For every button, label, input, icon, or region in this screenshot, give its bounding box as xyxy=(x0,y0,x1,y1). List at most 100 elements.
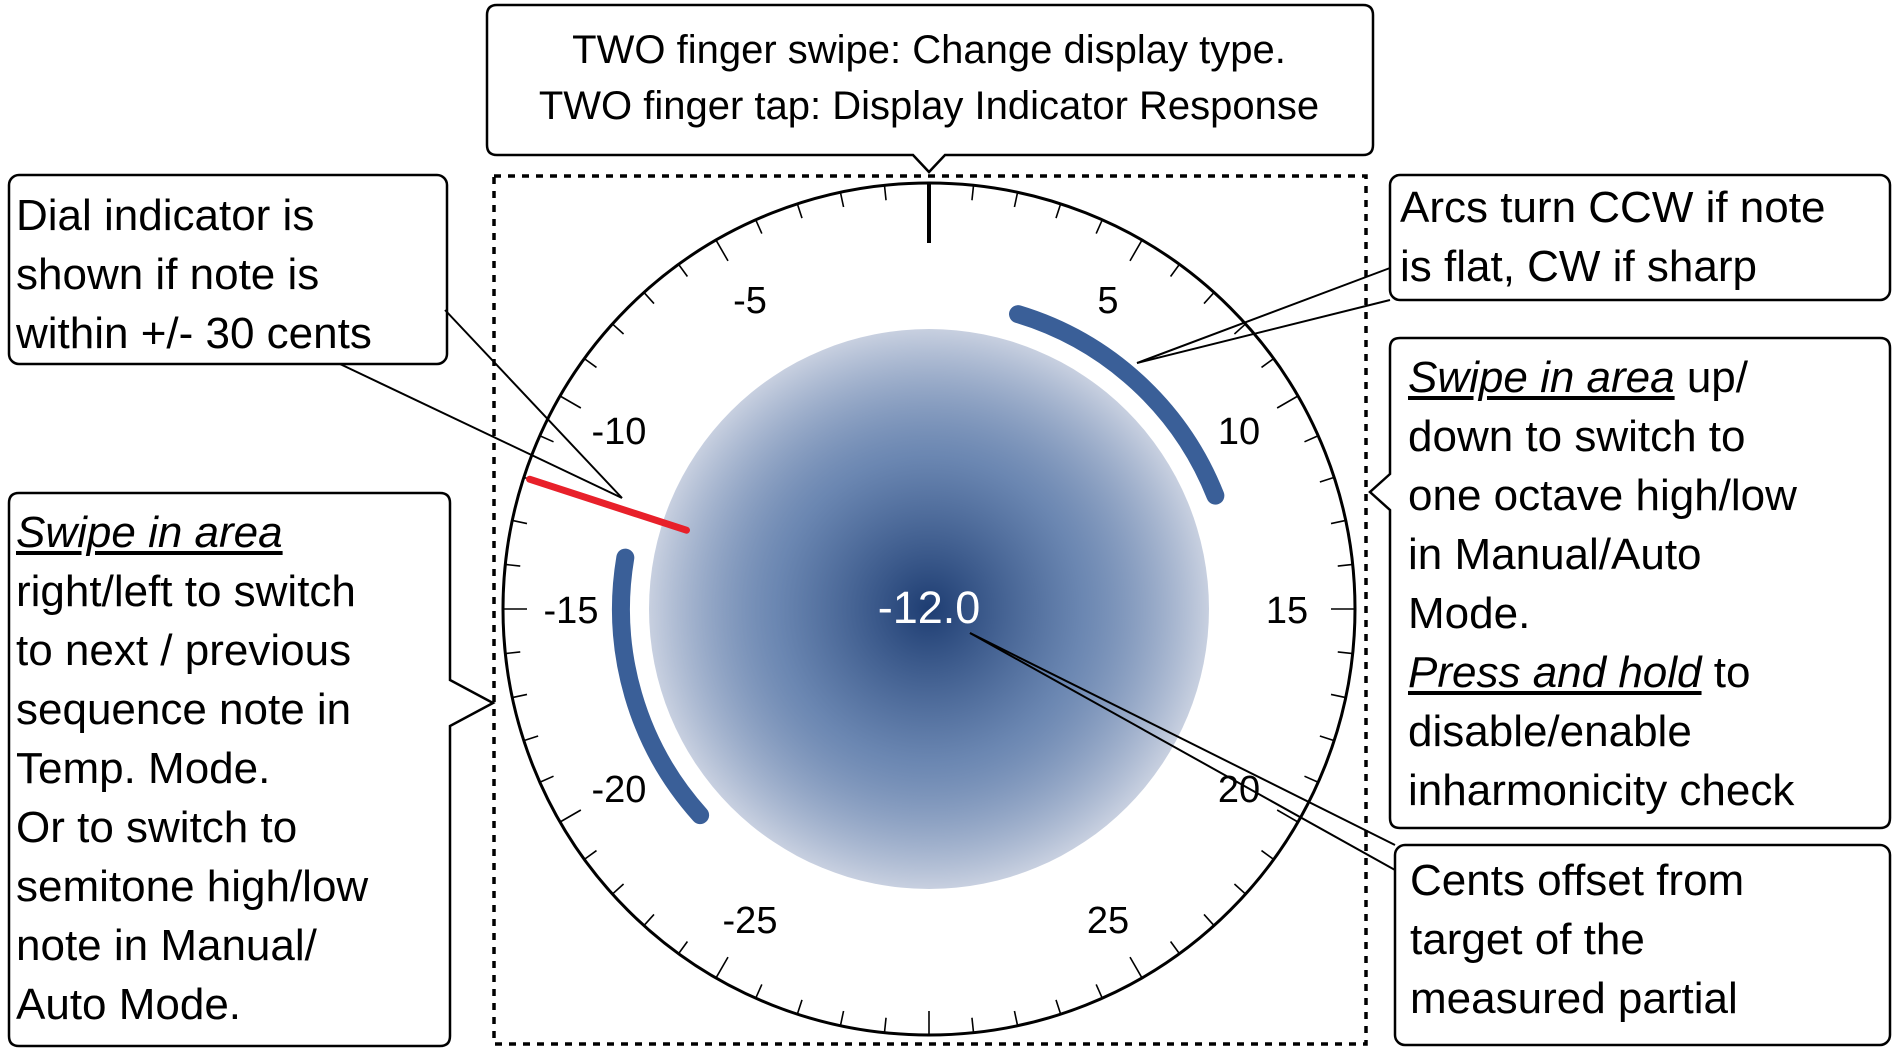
dial-tick xyxy=(796,999,803,1015)
dial-indicator-callout-box xyxy=(7,173,449,366)
gesture-help-line-2: TWO finger tap: Display Indicator Respon… xyxy=(538,84,1320,128)
dial-tick xyxy=(754,984,763,999)
dial-tick xyxy=(505,563,521,567)
dial-tick-label: -10 xyxy=(592,411,647,453)
dial-tick xyxy=(754,219,763,234)
dial-tick-label: -5 xyxy=(733,280,767,322)
dial-tick xyxy=(1055,999,1062,1015)
cents-offset-callout-box xyxy=(1393,843,1892,1047)
help-line: Mode. xyxy=(1408,589,1531,638)
help-line: Dial indicator is xyxy=(16,191,315,240)
arcs-help: Arcs turn CCW if note is flat, CW if sha… xyxy=(1400,178,1825,296)
dial-tick xyxy=(883,185,887,201)
dial-tick xyxy=(1203,913,1215,927)
dial-tick xyxy=(643,291,655,305)
swipe-phrase: Swipe in area xyxy=(1408,353,1675,402)
dial-tick xyxy=(839,1010,845,1026)
dial-tick xyxy=(1337,563,1353,567)
reading-leader-a xyxy=(969,632,1396,846)
help-line: Temp. Mode. xyxy=(16,744,271,793)
help-line: target of the xyxy=(1410,915,1645,964)
reading-leader-b xyxy=(969,632,1396,871)
help-line: sequence note in xyxy=(16,685,352,734)
rotating-arc xyxy=(1009,305,1225,505)
dial-tick-label: -25 xyxy=(723,900,778,942)
help-line: is flat, CW if sharp xyxy=(1400,242,1757,291)
dial-tick-label: 25 xyxy=(1087,900,1129,942)
dial-tick xyxy=(715,956,729,979)
dial-tick xyxy=(1203,291,1215,305)
help-line: Cents offset from xyxy=(1410,856,1745,905)
dial-tick xyxy=(611,323,625,335)
help-text: up/ xyxy=(1674,353,1748,402)
dial-tick xyxy=(1261,357,1275,369)
dial-tick xyxy=(512,693,528,699)
help-line: measured partial xyxy=(1410,974,1738,1023)
cents-offset-help: Cents offset from target of the measured… xyxy=(1410,851,1744,1028)
dial-tick xyxy=(1013,1010,1019,1026)
dial-tick xyxy=(677,263,689,277)
dial-tick xyxy=(1304,434,1319,443)
dial-tick xyxy=(1304,775,1319,784)
needle-leader-a xyxy=(339,363,623,499)
help-line: Swipe in area up/ xyxy=(1408,348,1797,407)
dial-tick xyxy=(611,883,625,895)
dial-tick xyxy=(1330,693,1346,699)
vertical-swipe-help: Swipe in area up/ down to switch to one … xyxy=(1408,348,1797,820)
help-line: to next / previous xyxy=(16,626,352,675)
gesture-help-line-1: TWO finger swipe: Change display type. xyxy=(572,28,1286,72)
dial-tick xyxy=(1319,735,1335,742)
horizontal-swipe-callout-box xyxy=(7,491,496,1048)
horizontal-swipe-help: Swipe in area right/left to switch to ne… xyxy=(16,503,368,1034)
top-callout-box xyxy=(485,3,1375,174)
dial-tick xyxy=(971,1017,975,1033)
rotating-arcs xyxy=(612,305,1225,825)
dial-tick xyxy=(1013,192,1019,208)
dial-indicator-needle xyxy=(526,475,690,534)
help-line: right/left to switch xyxy=(16,567,356,616)
press-phrase: Press and hold xyxy=(1408,648,1702,697)
dial-tick xyxy=(1233,883,1247,895)
dial-tick xyxy=(796,203,803,219)
help-line: note in Manual/ xyxy=(16,921,317,970)
dial-tick xyxy=(1129,956,1143,979)
dial-tick-label: 5 xyxy=(1097,280,1118,322)
dial-tick xyxy=(1233,323,1247,335)
dial-tick xyxy=(1095,219,1104,234)
help-line: Press and hold to xyxy=(1408,643,1797,702)
dial-tick xyxy=(1337,651,1353,655)
dial-tick-label: 15 xyxy=(1266,590,1308,632)
dial-tick xyxy=(715,239,729,262)
arc-leader-a xyxy=(1136,267,1391,364)
dial-tick xyxy=(1261,849,1275,861)
needle-leader-b xyxy=(444,309,623,499)
arcs-callout-box xyxy=(1388,173,1892,302)
help-text: to xyxy=(1701,648,1751,697)
dial-tick xyxy=(559,809,582,823)
dial-tick xyxy=(883,1017,887,1033)
help-line: one octave high/low xyxy=(1408,471,1797,520)
dial-tick xyxy=(1330,519,1346,525)
help-line: down to switch to xyxy=(1408,412,1746,461)
vertical-swipe-callout-box xyxy=(1368,336,1892,830)
arc-leader-b xyxy=(1136,299,1391,364)
dial-tick xyxy=(539,775,554,784)
dial-tick xyxy=(583,357,597,369)
dial-tick xyxy=(1319,476,1335,483)
dial-tick-label: -15 xyxy=(544,590,599,632)
swipe-phrase: Swipe in area xyxy=(16,508,283,557)
dial-tick xyxy=(677,941,689,955)
help-line: shown if note is xyxy=(16,250,320,299)
dial-tick xyxy=(539,434,554,443)
help-line: Swipe in area xyxy=(16,503,368,562)
dial-tick xyxy=(1129,239,1143,262)
dial-tick-label: -20 xyxy=(592,769,647,811)
dial-tick xyxy=(512,519,528,525)
cents-reading: -12.0 xyxy=(878,582,981,633)
help-line: in Manual/Auto xyxy=(1408,530,1702,579)
dial-tick xyxy=(1169,941,1181,955)
swipe-area[interactable] xyxy=(492,174,1368,1046)
leader-lines xyxy=(339,267,1396,871)
